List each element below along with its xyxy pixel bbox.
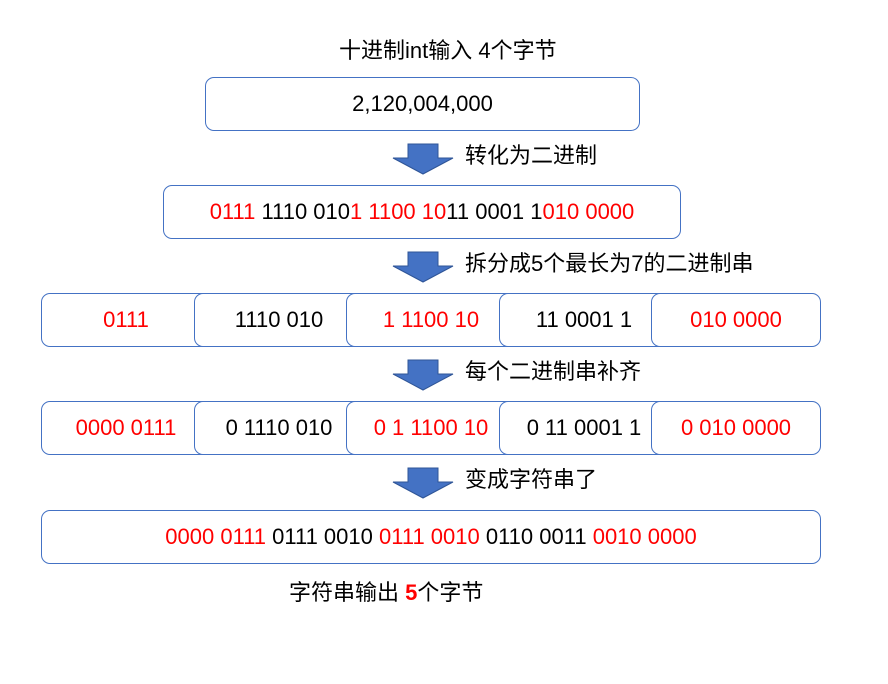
- padded-chunk: 0 11 0001 1: [526, 415, 642, 440]
- title: 十进制int输入 4个字节: [339, 38, 557, 63]
- result-box: 0000 0111 0111 0010 0111 0010 0110 0011 …: [41, 510, 821, 564]
- padded-chunk-box: 0 11 0001 1: [499, 401, 669, 455]
- result-value: 0000 0111 0111 0010 0111 0010 0110 0011 …: [165, 524, 696, 550]
- split-chunk: 0111: [103, 307, 149, 332]
- step-label: 转化为二进制: [465, 143, 598, 168]
- split-chunk-box: 1 1100 10: [346, 293, 516, 347]
- footer-suffix: 个字节: [417, 580, 484, 605]
- footer-prefix: 字符串输出: [289, 580, 406, 605]
- result-segment: 0110 0011: [479, 524, 593, 549]
- padded-chunk: 0 1110 010: [225, 415, 333, 440]
- binary-value: 0111 1110 0101 1100 1011 0001 1010 0000: [210, 199, 635, 225]
- split-chunk-box: 010 0000: [651, 293, 821, 347]
- split-chunk: 010 0000: [690, 307, 782, 332]
- step-label: 变成字符串了: [465, 467, 598, 492]
- step-label: 拆分成5个最长为7的二进制串: [465, 251, 754, 276]
- result-segment: 0111 0010: [379, 524, 480, 549]
- padded-chunk-box: 0 1110 010: [194, 401, 364, 455]
- padded-chunk-box: 0000 0111: [41, 401, 211, 455]
- split-chunk: 1 1100 10: [382, 307, 480, 332]
- split-chunk: 11 0001 1: [535, 307, 633, 332]
- binary-box: 0111 1110 0101 1100 1011 0001 1010 0000: [163, 185, 681, 239]
- split-chunk: 1110 010: [234, 307, 324, 332]
- binary-segment: 0111: [209, 199, 256, 224]
- split-chunk-box: 0111: [41, 293, 211, 347]
- footer-count: 5: [405, 580, 418, 605]
- padded-chunk-box: 0 010 0000: [651, 401, 821, 455]
- footer-text: 字符串输出 5个字节: [289, 579, 483, 607]
- result-segment: 0000 0111: [165, 524, 267, 549]
- split-chunk-box: 1110 010: [194, 293, 364, 347]
- padded-chunk: 0 1 1100 10: [373, 415, 489, 440]
- binary-segment: 1110 010: [255, 199, 351, 224]
- input-value: 2,120,004,000: [352, 91, 493, 116]
- padded-chunk: 0000 0111: [75, 415, 177, 440]
- down-arrow-icon: [392, 359, 454, 391]
- down-arrow-icon: [392, 251, 454, 283]
- step-label: 每个二进制串补齐: [465, 359, 642, 384]
- binary-segment: 11 0001 1: [446, 199, 543, 224]
- padded-chunk: 0 010 0000: [680, 415, 792, 440]
- down-arrow-icon: [392, 143, 454, 175]
- result-segment: 0111 0010: [266, 524, 379, 549]
- result-segment: 0010 0000: [592, 524, 697, 549]
- split-chunk-box: 11 0001 1: [499, 293, 669, 347]
- binary-segment: 1 1100 10: [350, 199, 447, 224]
- binary-segment: 010 0000: [542, 199, 635, 224]
- input-value-box: 2,120,004,000: [205, 77, 640, 131]
- down-arrow-icon: [392, 467, 454, 499]
- padded-chunk-box: 0 1 1100 10: [346, 401, 516, 455]
